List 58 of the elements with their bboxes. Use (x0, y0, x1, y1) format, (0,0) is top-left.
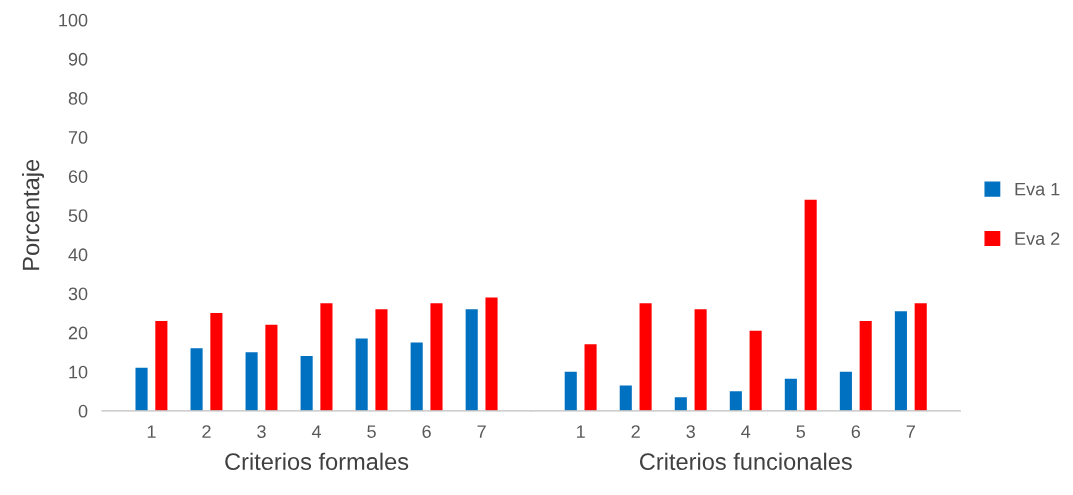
x-tick-label: 3 (257, 425, 266, 438)
bar (694, 309, 707, 411)
y-tick-label: 70 (68, 131, 88, 144)
legend-label: Eva 2 (1015, 232, 1060, 245)
y-axis-title: Porcentaje (22, 159, 45, 270)
x-tick-label: 5 (796, 425, 806, 438)
bar (135, 367, 148, 411)
bar (639, 303, 652, 411)
x-tick-label: 6 (851, 425, 861, 438)
x-axis-title: Criterios funcionales (639, 452, 852, 471)
bar (320, 303, 333, 411)
bar (265, 324, 278, 411)
x-tick-label: 3 (686, 425, 695, 438)
y-tick-label: 100 (59, 13, 88, 27)
legend-label: Eva 1 (1015, 182, 1060, 196)
bar (300, 356, 313, 411)
bar (914, 303, 927, 411)
x-tick-label: 7 (906, 425, 915, 438)
bar (564, 371, 577, 411)
bar (190, 348, 203, 411)
y-tick-label: 30 (68, 287, 88, 301)
x-tick-label: 2 (631, 425, 640, 438)
bar (430, 303, 443, 411)
x-tick-label: 1 (577, 425, 585, 438)
y-tick-label: 20 (68, 326, 88, 340)
bar (485, 297, 498, 411)
y-tick-label: 90 (68, 52, 88, 66)
y-tick-label: 10 (69, 365, 88, 379)
bar (839, 371, 852, 411)
x-tick-label: 4 (311, 425, 322, 438)
bar (749, 330, 762, 411)
y-tick-label: 0 (78, 404, 88, 418)
bar (784, 378, 797, 411)
x-tick-label: 2 (202, 425, 211, 438)
x-tick-label: 7 (477, 425, 486, 438)
x-axis-title: Criterios formales (225, 452, 409, 471)
bar (619, 385, 632, 411)
y-tick-label: 50 (68, 209, 88, 223)
bar (355, 338, 368, 411)
y-tick-label: 40 (68, 248, 88, 262)
bar (375, 309, 388, 411)
bar (729, 391, 742, 411)
y-tick-label: 80 (68, 91, 88, 105)
x-tick-label: 6 (422, 425, 431, 438)
bar (859, 320, 872, 411)
bar (210, 313, 223, 411)
bar (465, 309, 478, 411)
bar (674, 397, 687, 411)
y-tick-label: 60 (68, 170, 88, 183)
x-tick-label: 1 (147, 425, 156, 438)
bar (245, 352, 258, 411)
x-tick-label: 4 (741, 425, 751, 438)
bar (155, 320, 168, 411)
bar (410, 342, 423, 411)
bar (584, 344, 597, 411)
bar (894, 311, 907, 411)
bar (804, 199, 817, 411)
x-tick-label: 5 (367, 425, 376, 438)
